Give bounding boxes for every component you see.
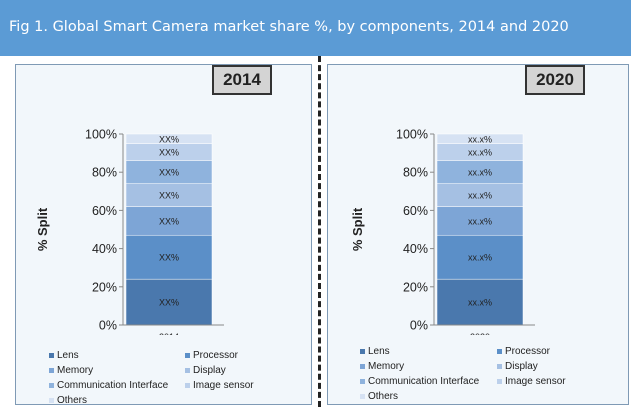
- legend-item-others: Others: [49, 395, 87, 406]
- y-tick-label: 0%: [99, 319, 117, 333]
- legend-swatch: [360, 349, 365, 354]
- legend-swatch: [185, 368, 190, 373]
- chart-panel-2014: 2014 0% 20% 40% 60% 80% 100% % Split XX% XX% XX% X…: [15, 64, 312, 406]
- y-tick-label: 60%: [92, 204, 117, 218]
- legend-swatch: [360, 379, 365, 384]
- y-tick-label: 100%: [396, 128, 428, 142]
- legend-swatch: [360, 364, 365, 369]
- legend-item-image-sensor: Image sensor: [185, 380, 254, 391]
- data-label: xx.x%: [468, 168, 492, 178]
- y-tick-label: 20%: [403, 280, 428, 294]
- figure-header: Fig 1. Global Smart Camera market share …: [0, 0, 631, 56]
- panel-divider: [318, 56, 321, 407]
- x-tick-label: 2020: [470, 332, 490, 335]
- bar-segment-others: [125, 133, 213, 144]
- legend-label: Others: [368, 391, 399, 402]
- legend-label: Memory: [368, 361, 405, 372]
- year-badge-2020: 2020: [525, 65, 585, 95]
- legend-item-display: Display: [497, 361, 538, 372]
- data-label: XX%: [159, 253, 179, 263]
- figure-title: Fig 1. Global Smart Camera market share …: [9, 19, 569, 35]
- legend-label: Display: [193, 365, 226, 376]
- legend-swatch: [49, 383, 54, 388]
- bar-segment-lens: [125, 278, 213, 326]
- legend-label: Others: [57, 395, 88, 406]
- legend-item-processor: Processor: [185, 350, 238, 361]
- y-tick-label: 100%: [85, 128, 117, 142]
- legend-item-image-sensor: Image sensor: [497, 376, 566, 387]
- legend-swatch: [49, 353, 54, 358]
- legend-item-others: Others: [360, 391, 398, 402]
- data-label: XX%: [159, 148, 179, 158]
- legend-item-communication-interface: Communication Interface: [49, 380, 168, 391]
- y-tick-label: 0%: [410, 319, 428, 333]
- legend-item-lens: Lens: [49, 350, 79, 361]
- y-axis-title: % Split: [350, 207, 365, 251]
- bar-segment-memory: [436, 206, 524, 236]
- legend-label: Image sensor: [505, 376, 566, 387]
- legend-label: Processor: [505, 346, 551, 357]
- data-label: XX%: [159, 134, 179, 144]
- data-label: XX%: [159, 298, 179, 308]
- data-label: XX%: [159, 168, 179, 178]
- legend-label: Lens: [368, 346, 390, 357]
- bar-segment-processor: [125, 234, 213, 280]
- legend-label: Processor: [193, 350, 239, 361]
- legend-swatch: [49, 368, 54, 373]
- stacked-bar-chart-2014: 0% 20% 40% 60% 80% 100% % Split XX% XX% XX% XX% XX%…: [35, 128, 224, 335]
- data-label: xx.x%: [468, 216, 492, 226]
- legend-swatch: [497, 364, 502, 369]
- legend-swatch: [185, 383, 190, 388]
- data-label: XX%: [159, 191, 179, 201]
- y-tick-label: 80%: [403, 166, 428, 180]
- legend-label: Display: [505, 361, 538, 372]
- y-axis-title: % Split: [35, 207, 50, 251]
- data-label: xx.x%: [468, 253, 492, 263]
- legend-item-memory: Memory: [360, 361, 404, 372]
- legend-swatch: [185, 353, 190, 358]
- y-tick-label: 20%: [92, 280, 117, 294]
- bar-segment-memory: [125, 206, 213, 236]
- legend-item-lens: Lens: [360, 346, 390, 357]
- legend-item-memory: Memory: [49, 365, 93, 376]
- data-label: xx.x%: [468, 298, 492, 308]
- y-tick-label: 80%: [92, 166, 117, 180]
- bar-segment-lens: [436, 278, 524, 326]
- legend-item-processor: Processor: [497, 346, 550, 357]
- legend-label: Image sensor: [193, 380, 254, 391]
- legend-swatch: [497, 379, 502, 384]
- legend-swatch: [497, 349, 502, 354]
- legend-swatch: [49, 398, 54, 403]
- x-tick-label: 2014: [159, 332, 179, 335]
- year-badge-2014: 2014: [212, 65, 272, 95]
- y-tick-label: 60%: [403, 204, 428, 218]
- legend-item-communication-interface: Communication Interface: [360, 376, 479, 387]
- data-label: xx.x%: [468, 148, 492, 158]
- chart-panel-2020: 2020 0% 20% 40% 60% 80% 100% % Split xx.x% xx.x%…: [327, 64, 629, 405]
- y-tick-label: 40%: [403, 242, 428, 256]
- data-label: XX%: [159, 216, 179, 226]
- legend-label: Memory: [57, 365, 94, 376]
- data-label: xx.x%: [468, 134, 492, 144]
- legend-swatch: [360, 394, 365, 399]
- bar-segment-others: [436, 133, 524, 144]
- legend-label: Communication Interface: [57, 380, 169, 391]
- legend-label: Lens: [57, 350, 79, 361]
- y-tick-label: 40%: [92, 242, 117, 256]
- data-label: xx.x%: [468, 191, 492, 201]
- legend-item-display: Display: [185, 365, 226, 376]
- legend-label: Communication Interface: [368, 376, 480, 387]
- stacked-bar-chart-2020: 0% 20% 40% 60% 80% 100% % Split xx.x% xx.x% xx.x%…: [350, 128, 535, 335]
- bar-segment-processor: [436, 234, 524, 280]
